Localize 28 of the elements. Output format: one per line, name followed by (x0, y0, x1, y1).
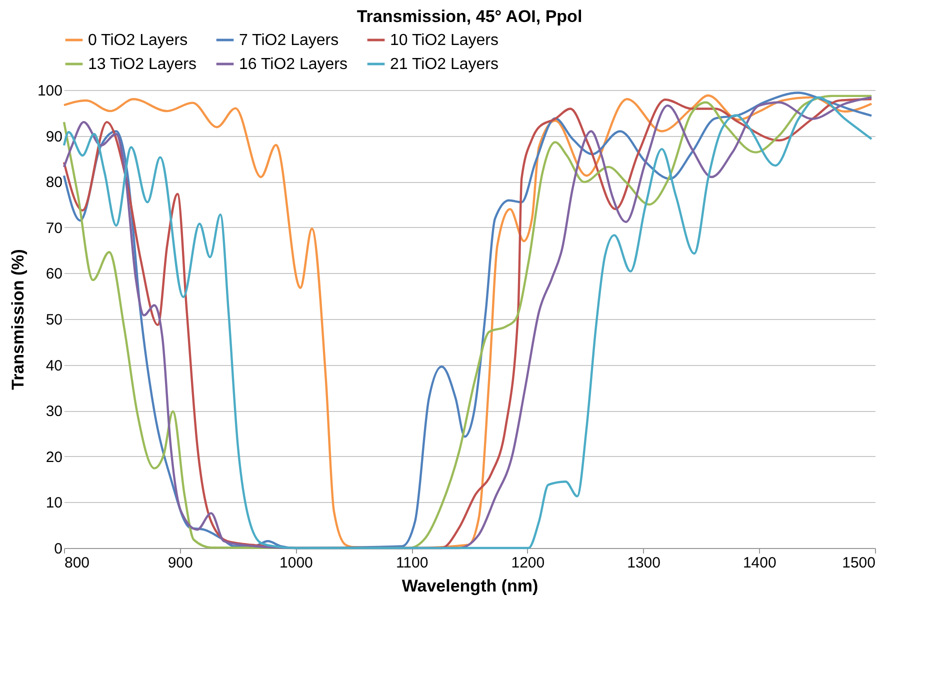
y-tick-label: 50 (46, 312, 62, 328)
y-tick-label: 70 (46, 220, 62, 237)
y-tick-label: 100 (37, 82, 62, 100)
x-tick-label: 800 (64, 554, 90, 572)
y-tick-label: 20 (46, 448, 62, 466)
y-tick-label: 10 (46, 494, 62, 512)
y-tick-label: 60 (46, 266, 62, 283)
x-tick-label: 1500 (842, 554, 876, 572)
x-axis-title: Wavelength (nm) (402, 576, 538, 596)
y-tick-label: 30 (46, 403, 62, 420)
x-tick-label: 900 (168, 554, 193, 572)
x-tick-label: 1300 (627, 554, 660, 572)
x-tick-label: 1000 (280, 554, 313, 572)
legend-label: 16 TiO2 Layers (239, 56, 348, 73)
legend-label: 21 TiO2 Layers (390, 56, 498, 73)
y-tick-label: 40 (46, 357, 62, 374)
legend-label: 10 TiO2 Layers (390, 32, 498, 49)
x-tick-label: 1100 (396, 554, 428, 572)
chart-title: Transmission, 45° AOI, Ppol (356, 7, 582, 26)
legend-label: 13 TiO2 Layers (88, 56, 196, 73)
y-axis-title: Transmission (%) (8, 249, 28, 390)
y-tick-label: 80 (46, 174, 62, 192)
x-tick-label: 1200 (511, 554, 545, 572)
x-tick-label: 1400 (742, 554, 776, 572)
y-tick-label: 0 (54, 540, 62, 558)
legend-label: 0 TiO2 Layers (88, 32, 188, 49)
y-tick-label: 90 (46, 128, 62, 146)
legend-label: 7 TiO2 Layers (239, 32, 339, 49)
